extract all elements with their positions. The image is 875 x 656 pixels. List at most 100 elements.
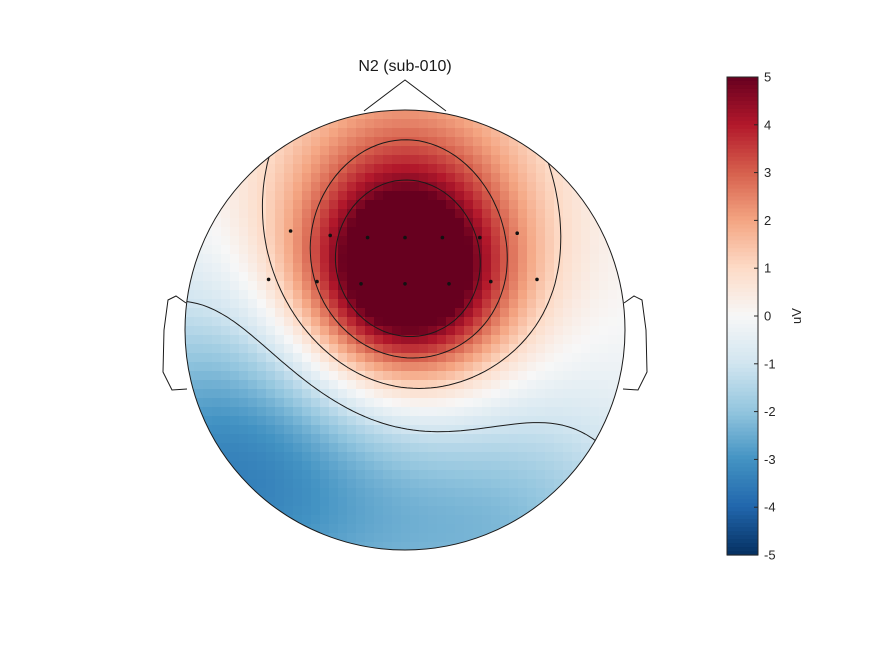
- heatmap-cell: [446, 191, 456, 201]
- heatmap-cell: [608, 380, 618, 390]
- heatmap-cell: [365, 371, 375, 381]
- heatmap-cell: [545, 335, 555, 345]
- heatmap-cell: [617, 353, 625, 363]
- heatmap-cell: [428, 380, 438, 390]
- heatmap-cell: [509, 506, 519, 516]
- heatmap-cell: [419, 200, 429, 210]
- heatmap-cell: [284, 389, 294, 399]
- heatmap-cell: [608, 308, 618, 318]
- heatmap-cell: [500, 497, 510, 507]
- heatmap-cell: [590, 371, 600, 381]
- heatmap-cell: [410, 146, 420, 156]
- heatmap-cell: [347, 335, 357, 345]
- heatmap-cell: [239, 488, 249, 498]
- heatmap-cell: [581, 254, 591, 264]
- heatmap-cell: [338, 200, 348, 210]
- heatmap-cell: [239, 200, 249, 210]
- heatmap-cell: [563, 362, 573, 372]
- heatmap-cell: [266, 209, 276, 219]
- heatmap-cell: [419, 317, 429, 327]
- heatmap-cell: [446, 200, 456, 210]
- heatmap-cell: [572, 218, 582, 228]
- heatmap-cell: [518, 164, 528, 174]
- heatmap-cell: [248, 425, 258, 435]
- heatmap-cell: [329, 191, 339, 201]
- heatmap-cell: [311, 200, 321, 210]
- heatmap-cell: [599, 353, 609, 363]
- heatmap-cell: [302, 470, 312, 480]
- heatmap-cell: [347, 227, 357, 237]
- heatmap-cell: [284, 191, 294, 201]
- heatmap-cell: [608, 281, 618, 291]
- heatmap-cell: [554, 461, 564, 471]
- heatmap-cell: [248, 335, 258, 345]
- heatmap-cell: [536, 398, 546, 408]
- heatmap-cell: [275, 470, 285, 480]
- heatmap-cell: [473, 281, 483, 291]
- heatmap-cell: [311, 452, 321, 462]
- heatmap-cell: [185, 344, 195, 354]
- heatmap-cell: [347, 497, 357, 507]
- heatmap-cell: [356, 416, 366, 426]
- heatmap-cell: [338, 515, 348, 525]
- heatmap-cell: [365, 398, 375, 408]
- heatmap-cell: [563, 389, 573, 399]
- heatmap-cell: [518, 443, 528, 453]
- heatmap-cell: [464, 353, 474, 363]
- heatmap-cell: [590, 353, 600, 363]
- heatmap-cell: [482, 380, 492, 390]
- heatmap-cell: [464, 308, 474, 318]
- heatmap-cell: [491, 452, 501, 462]
- heatmap-cell: [365, 137, 375, 147]
- heatmap-cell: [518, 434, 528, 444]
- heatmap-cell: [464, 416, 474, 426]
- heatmap-cell: [419, 434, 429, 444]
- heatmap-cell: [491, 371, 501, 381]
- heatmap-cell: [284, 209, 294, 219]
- heatmap-cell: [563, 209, 573, 219]
- heatmap-cell: [239, 362, 249, 372]
- heatmap-cell: [401, 389, 411, 399]
- colorbar-swatch: [727, 116, 758, 122]
- heatmap-cell: [509, 137, 519, 147]
- heatmap-cell: [437, 191, 447, 201]
- heatmap-cell: [383, 470, 393, 480]
- heatmap-cell: [527, 227, 537, 237]
- nose: [363, 79, 447, 112]
- heatmap-cell: [374, 470, 384, 480]
- heatmap-cell: [311, 443, 321, 453]
- heatmap-cell: [410, 371, 420, 381]
- heatmap-cell: [329, 344, 339, 354]
- heatmap-cell: [473, 434, 483, 444]
- heatmap-cell: [410, 542, 420, 550]
- heatmap-cell: [446, 227, 456, 237]
- heatmap-cell: [338, 254, 348, 264]
- heatmap-cell: [482, 326, 492, 336]
- heatmap-cell: [455, 119, 465, 129]
- heatmap-cell: [500, 326, 510, 336]
- heatmap-cell: [338, 452, 348, 462]
- heatmap-cell: [491, 407, 501, 417]
- heatmap-cell: [491, 461, 501, 471]
- heatmap-cell: [392, 146, 402, 156]
- heatmap-cell: [491, 425, 501, 435]
- heatmap-cell: [581, 218, 591, 228]
- heatmap-cell: [392, 470, 402, 480]
- heatmap-cell: [374, 425, 384, 435]
- heatmap-cell: [554, 434, 564, 444]
- heatmap-cell: [365, 155, 375, 165]
- heatmap-cell: [320, 524, 330, 534]
- heatmap-cell: [428, 155, 438, 165]
- heatmap-cell: [221, 218, 231, 228]
- heatmap-cell: [590, 245, 600, 255]
- heatmap-cell: [230, 290, 240, 300]
- heatmap-cell: [491, 182, 501, 192]
- heatmap-cell: [464, 227, 474, 237]
- colorbar-tick-label: 2: [764, 213, 771, 228]
- colorbar-swatch: [727, 523, 758, 528]
- heatmap-cell: [311, 371, 321, 381]
- heatmap-cell: [446, 425, 456, 435]
- heatmap-cell: [230, 434, 240, 444]
- heatmap-cell: [320, 272, 330, 282]
- colorbar-swatch: [727, 383, 758, 389]
